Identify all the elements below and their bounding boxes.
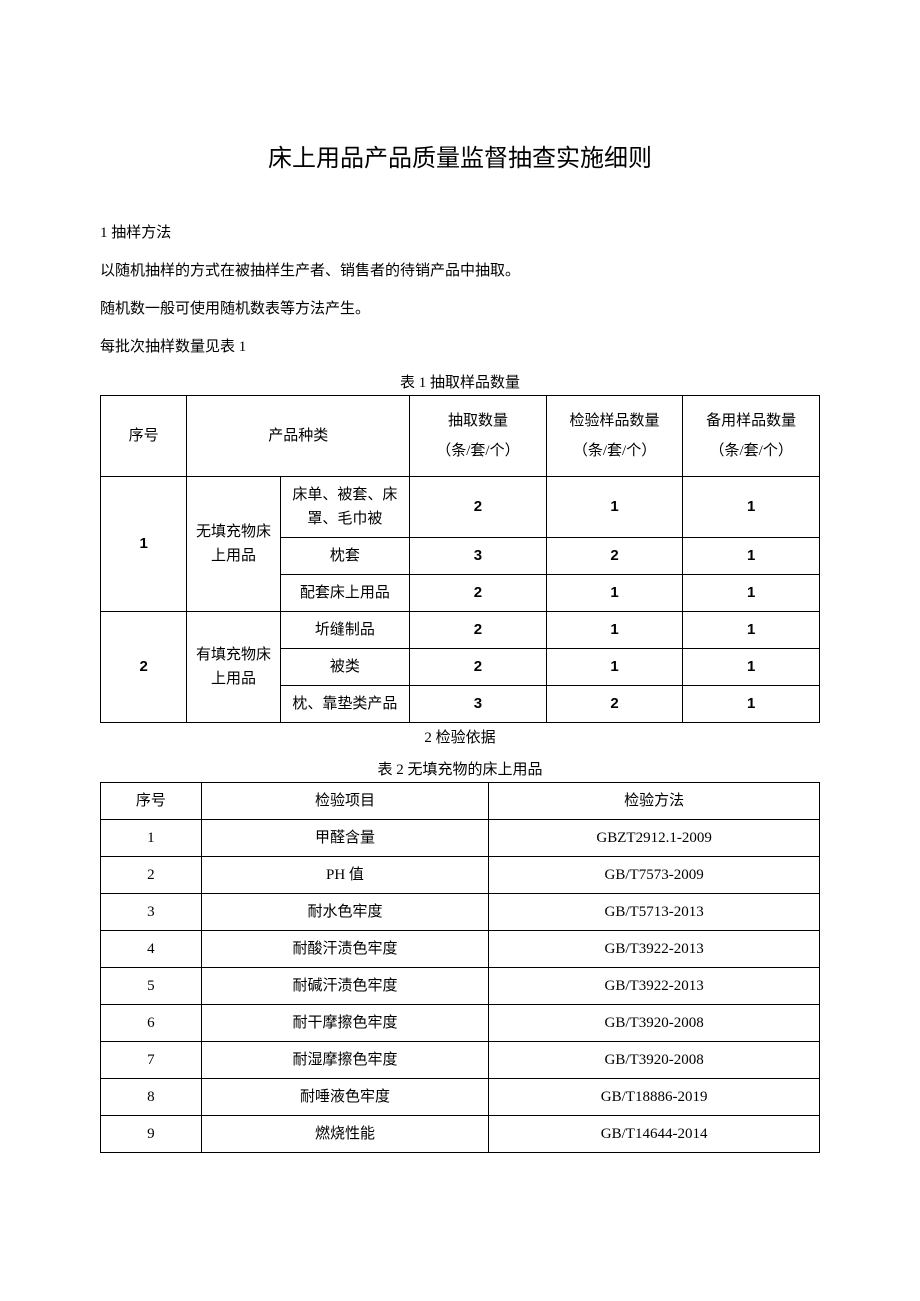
table2: 序号 检验项目 检验方法 1 甲醛含量 GBZT2912.1-2009 2 PH…: [100, 782, 820, 1153]
t2-r3-item: 耐酸汗渍色牢度: [201, 930, 489, 967]
th-draw-unit: （条/套/个）: [436, 443, 519, 459]
t1-g0-r1-draw: 3: [410, 537, 547, 574]
t1-g0-seq: 1: [101, 476, 187, 611]
t1-g0-r0-spare: 1: [683, 476, 820, 537]
t2-r8-seq: 9: [101, 1115, 202, 1152]
t1-g0-r0-sub: 床单、被套、床罩、毛巾被: [280, 476, 409, 537]
t1-g0-r2-draw: 2: [410, 574, 547, 611]
t2-r8-method: GB/T14644-2014: [489, 1115, 820, 1152]
t1-g1-r1-spare: 1: [683, 648, 820, 685]
t2-r1-seq: 2: [101, 856, 202, 893]
t2-r1-method: GB/T7573-2009: [489, 856, 820, 893]
th-draw-label: 抽取数量: [448, 413, 508, 429]
t1-g1-r0-spare: 1: [683, 611, 820, 648]
t1-g0-r0-draw: 2: [410, 476, 547, 537]
th-seq: 序号: [101, 395, 187, 476]
section2-heading: 2 检验依据: [100, 727, 820, 750]
t2-r5-method: GB/T3920-2008: [489, 1004, 820, 1041]
th-test: 检验样品数量 （条/套/个）: [546, 395, 683, 476]
t2-r7-item: 耐唾液色牢度: [201, 1078, 489, 1115]
t2-r2-method: GB/T5713-2013: [489, 893, 820, 930]
t2-r7-method: GB/T18886-2019: [489, 1078, 820, 1115]
section1-p1: 以随机抽样的方式在被抽样生产者、销售者的待销产品中抽取。: [100, 256, 820, 286]
section1-p2: 随机数一般可使用随机数表等方法产生。: [100, 294, 820, 324]
t1-g1-r2-sub: 枕、靠垫类产品: [280, 685, 409, 722]
t2-r0-method: GBZT2912.1-2009: [489, 819, 820, 856]
t1-g0-r2-sub: 配套床上用品: [280, 574, 409, 611]
th-spare: 备用样品数量 （条/套/个）: [683, 395, 820, 476]
t2-r2-item: 耐水色牢度: [201, 893, 489, 930]
th-spare-label: 备用样品数量: [706, 413, 796, 429]
t1-g0-r0-test: 1: [546, 476, 683, 537]
t2-r5-seq: 6: [101, 1004, 202, 1041]
t1-g1-r0-test: 1: [546, 611, 683, 648]
t1-g1-r2-spare: 1: [683, 685, 820, 722]
table-row: 9 燃烧性能 GB/T14644-2014: [101, 1115, 820, 1152]
table1: 序号 产品种类 抽取数量 （条/套/个） 检验样品数量 （条/套/个） 备用样品…: [100, 395, 820, 723]
t2-r0-item: 甲醛含量: [201, 819, 489, 856]
t1-g1-r2-test: 2: [546, 685, 683, 722]
table-row: 6 耐干摩擦色牢度 GB/T3920-2008: [101, 1004, 820, 1041]
t1-g0-r1-test: 2: [546, 537, 683, 574]
table-row: 4 耐酸汗渍色牢度 GB/T3922-2013: [101, 930, 820, 967]
t2-r3-method: GB/T3922-2013: [489, 930, 820, 967]
table-row: 8 耐唾液色牢度 GB/T18886-2019: [101, 1078, 820, 1115]
section1-p3: 每批次抽样数量见表 1: [100, 332, 820, 362]
page-title: 床上用品产品质量监督抽查实施细则: [100, 140, 820, 178]
t1-g1-r0-draw: 2: [410, 611, 547, 648]
t2-r0-seq: 1: [101, 819, 202, 856]
t2-th-seq: 序号: [101, 782, 202, 819]
t2-r7-seq: 8: [101, 1078, 202, 1115]
table-row: 2 PH 值 GB/T7573-2009: [101, 856, 820, 893]
th-test-unit: （条/套/个）: [573, 443, 656, 459]
th-test-label: 检验样品数量: [570, 413, 660, 429]
t2-r1-item: PH 值: [201, 856, 489, 893]
table2-caption: 表 2 无填充物的床上用品: [100, 759, 820, 782]
table-row: 3 耐水色牢度 GB/T5713-2013: [101, 893, 820, 930]
t2-r3-seq: 4: [101, 930, 202, 967]
t2-r6-method: GB/T3920-2008: [489, 1041, 820, 1078]
t1-g0-r2-spare: 1: [683, 574, 820, 611]
t2-th-item: 检验项目: [201, 782, 489, 819]
table-row: 5 耐碱汗渍色牢度 GB/T3922-2013: [101, 967, 820, 1004]
t2-r4-seq: 5: [101, 967, 202, 1004]
table1-caption: 表 1 抽取样品数量: [100, 372, 820, 395]
th-category: 产品种类: [187, 395, 410, 476]
t1-g1-r1-test: 1: [546, 648, 683, 685]
t2-r6-seq: 7: [101, 1041, 202, 1078]
t2-r8-item: 燃烧性能: [201, 1115, 489, 1152]
t2-r4-item: 耐碱汗渍色牢度: [201, 967, 489, 1004]
table-row: 1 甲醛含量 GBZT2912.1-2009: [101, 819, 820, 856]
t1-g1-r1-sub: 被类: [280, 648, 409, 685]
t1-g1-seq: 2: [101, 611, 187, 722]
t2-r5-item: 耐干摩擦色牢度: [201, 1004, 489, 1041]
t1-g0-r2-test: 1: [546, 574, 683, 611]
th-draw: 抽取数量 （条/套/个）: [410, 395, 547, 476]
t1-g1-r2-draw: 3: [410, 685, 547, 722]
t1-g0-r1-spare: 1: [683, 537, 820, 574]
t2-r4-method: GB/T3922-2013: [489, 967, 820, 1004]
t2-r6-item: 耐湿摩擦色牢度: [201, 1041, 489, 1078]
t1-g1-cat: 有填充物床上用品: [187, 611, 280, 722]
t1-g0-r1-sub: 枕套: [280, 537, 409, 574]
th-spare-unit: （条/套/个）: [710, 443, 793, 459]
table-row: 7 耐湿摩擦色牢度 GB/T3920-2008: [101, 1041, 820, 1078]
t1-g0-cat: 无填充物床上用品: [187, 476, 280, 611]
t2-th-method: 检验方法: [489, 782, 820, 819]
t2-r2-seq: 3: [101, 893, 202, 930]
t1-g1-r1-draw: 2: [410, 648, 547, 685]
t1-g1-r0-sub: 圻缝制品: [280, 611, 409, 648]
section1-heading: 1 抽样方法: [100, 218, 820, 248]
